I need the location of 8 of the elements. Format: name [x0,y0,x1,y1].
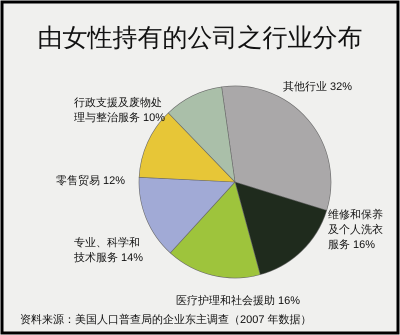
text: 资料来源：美国人口普查局的企业东主调查（2007 年数据） [20,313,312,326]
slice-label: 维修和保养及个人洗衣服务 16% [328,208,383,251]
slice-label: 专业、科学和技术服务 14% [73,236,144,264]
slice-label: 行政支援及废物处理与整治服务 10% [74,96,166,124]
chart-title: 由女性持有的公司之行业分布 [38,24,362,52]
slice-label: 医疗护理和社会援助 16% [176,294,300,307]
slice-label: 其他行业 32% [283,80,352,93]
slice-label: 零售贸易 12% [56,174,126,187]
